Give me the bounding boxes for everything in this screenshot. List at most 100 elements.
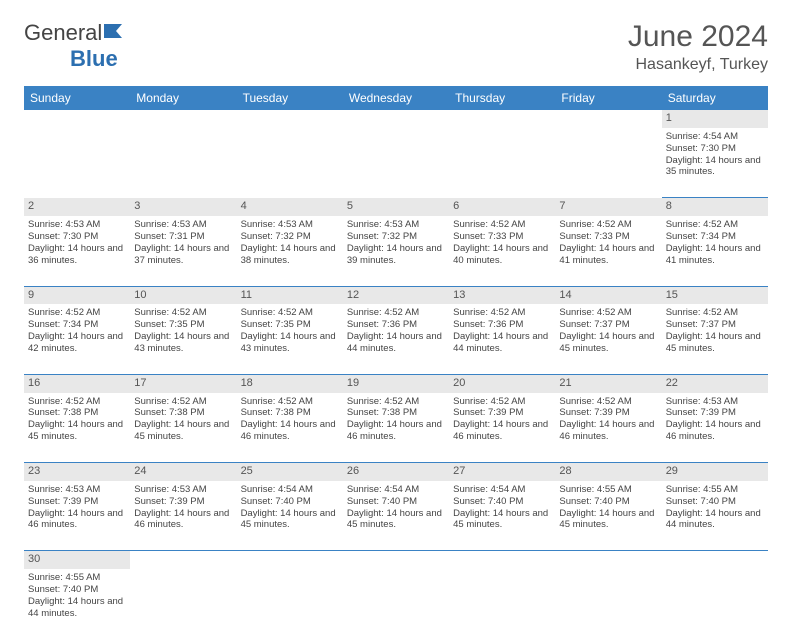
sunrise-text: Sunrise: 4:52 AM: [559, 307, 657, 319]
day-cell: [24, 128, 130, 198]
sunrise-text: Sunrise: 4:54 AM: [241, 484, 339, 496]
week-row: Sunrise: 4:55 AMSunset: 7:40 PMDaylight:…: [24, 569, 768, 639]
day-cell: Sunrise: 4:55 AMSunset: 7:40 PMDaylight:…: [662, 481, 768, 551]
daylight-text: Daylight: 14 hours and 46 minutes.: [559, 419, 657, 443]
sunrise-text: Sunrise: 4:52 AM: [453, 219, 551, 231]
daylight-text: Daylight: 14 hours and 46 minutes.: [28, 508, 126, 532]
daylight-text: Daylight: 14 hours and 36 minutes.: [28, 243, 126, 267]
daylight-text: Daylight: 14 hours and 39 minutes.: [347, 243, 445, 267]
daynum-row: 9101112131415: [24, 286, 768, 304]
day-cell: [449, 569, 555, 639]
day-cell: Sunrise: 4:52 AMSunset: 7:38 PMDaylight:…: [237, 393, 343, 463]
day-cell: Sunrise: 4:52 AMSunset: 7:39 PMDaylight:…: [555, 393, 661, 463]
day-cell: Sunrise: 4:53 AMSunset: 7:39 PMDaylight:…: [662, 393, 768, 463]
sunrise-text: Sunrise: 4:53 AM: [241, 219, 339, 231]
sunset-text: Sunset: 7:39 PM: [453, 407, 551, 419]
day-number: 10: [130, 286, 236, 304]
daylight-text: Daylight: 14 hours and 45 minutes.: [347, 508, 445, 532]
day-cell: Sunrise: 4:53 AMSunset: 7:39 PMDaylight:…: [24, 481, 130, 551]
day-cell: Sunrise: 4:52 AMSunset: 7:37 PMDaylight:…: [555, 304, 661, 374]
sunset-text: Sunset: 7:35 PM: [134, 319, 232, 331]
week-row: Sunrise: 4:52 AMSunset: 7:38 PMDaylight:…: [24, 393, 768, 463]
sunrise-text: Sunrise: 4:52 AM: [347, 307, 445, 319]
sunrise-text: Sunrise: 4:55 AM: [28, 572, 126, 584]
sunset-text: Sunset: 7:31 PM: [134, 231, 232, 243]
day-cell: Sunrise: 4:53 AMSunset: 7:32 PMDaylight:…: [343, 216, 449, 286]
day-cell: [237, 128, 343, 198]
day-number: 7: [555, 198, 661, 216]
sunrise-text: Sunrise: 4:54 AM: [666, 131, 764, 143]
sunset-text: Sunset: 7:33 PM: [559, 231, 657, 243]
day-cell: Sunrise: 4:54 AMSunset: 7:30 PMDaylight:…: [662, 128, 768, 198]
day-cell: [343, 569, 449, 639]
dayname-wed: Wednesday: [343, 86, 449, 110]
sunset-text: Sunset: 7:33 PM: [453, 231, 551, 243]
week-row: Sunrise: 4:53 AMSunset: 7:30 PMDaylight:…: [24, 216, 768, 286]
day-cell: Sunrise: 4:55 AMSunset: 7:40 PMDaylight:…: [555, 481, 661, 551]
daylight-text: Daylight: 14 hours and 35 minutes.: [666, 155, 764, 179]
sunrise-text: Sunrise: 4:52 AM: [666, 219, 764, 231]
day-number: [343, 551, 449, 569]
location-label: Hasankeyf, Turkey: [628, 56, 768, 74]
sunrise-text: Sunrise: 4:52 AM: [28, 396, 126, 408]
daylight-text: Daylight: 14 hours and 45 minutes.: [559, 331, 657, 355]
sunrise-text: Sunrise: 4:53 AM: [134, 484, 232, 496]
day-number: 30: [24, 551, 130, 569]
day-number: [555, 110, 661, 128]
sunrise-text: Sunrise: 4:52 AM: [134, 307, 232, 319]
sunset-text: Sunset: 7:39 PM: [666, 407, 764, 419]
daylight-text: Daylight: 14 hours and 44 minutes.: [347, 331, 445, 355]
day-number: 2: [24, 198, 130, 216]
daylight-text: Daylight: 14 hours and 45 minutes.: [453, 508, 551, 532]
daynum-row: 30: [24, 551, 768, 569]
day-number: 22: [662, 374, 768, 392]
sunset-text: Sunset: 7:32 PM: [241, 231, 339, 243]
sunrise-text: Sunrise: 4:52 AM: [28, 307, 126, 319]
day-number: 17: [130, 374, 236, 392]
day-number: [130, 110, 236, 128]
day-cell: Sunrise: 4:52 AMSunset: 7:33 PMDaylight:…: [449, 216, 555, 286]
day-number: [130, 551, 236, 569]
day-number: 26: [343, 463, 449, 481]
day-cell: Sunrise: 4:52 AMSunset: 7:38 PMDaylight:…: [130, 393, 236, 463]
sunset-text: Sunset: 7:30 PM: [666, 143, 764, 155]
day-number: 6: [449, 198, 555, 216]
day-number: [449, 110, 555, 128]
daylight-text: Daylight: 14 hours and 38 minutes.: [241, 243, 339, 267]
day-cell: Sunrise: 4:52 AMSunset: 7:34 PMDaylight:…: [662, 216, 768, 286]
sunrise-text: Sunrise: 4:54 AM: [347, 484, 445, 496]
dayname-row: Sunday Monday Tuesday Wednesday Thursday…: [24, 86, 768, 110]
sunset-text: Sunset: 7:40 PM: [453, 496, 551, 508]
sunset-text: Sunset: 7:38 PM: [347, 407, 445, 419]
day-number: 1: [662, 110, 768, 128]
day-number: 21: [555, 374, 661, 392]
daylight-text: Daylight: 14 hours and 45 minutes.: [559, 508, 657, 532]
day-number: 13: [449, 286, 555, 304]
daylight-text: Daylight: 14 hours and 45 minutes.: [28, 419, 126, 443]
day-number: [237, 110, 343, 128]
sunset-text: Sunset: 7:40 PM: [28, 584, 126, 596]
day-cell: Sunrise: 4:54 AMSunset: 7:40 PMDaylight:…: [237, 481, 343, 551]
sunset-text: Sunset: 7:34 PM: [666, 231, 764, 243]
day-cell: Sunrise: 4:52 AMSunset: 7:36 PMDaylight:…: [343, 304, 449, 374]
day-number: 5: [343, 198, 449, 216]
day-number: 14: [555, 286, 661, 304]
day-cell: [662, 569, 768, 639]
daylight-text: Daylight: 14 hours and 41 minutes.: [666, 243, 764, 267]
sunset-text: Sunset: 7:37 PM: [559, 319, 657, 331]
day-cell: Sunrise: 4:52 AMSunset: 7:38 PMDaylight:…: [24, 393, 130, 463]
sunrise-text: Sunrise: 4:52 AM: [453, 396, 551, 408]
sunset-text: Sunset: 7:38 PM: [28, 407, 126, 419]
week-row: Sunrise: 4:53 AMSunset: 7:39 PMDaylight:…: [24, 481, 768, 551]
sunset-text: Sunset: 7:36 PM: [347, 319, 445, 331]
sunrise-text: Sunrise: 4:52 AM: [347, 396, 445, 408]
dayname-sat: Saturday: [662, 86, 768, 110]
day-cell: [343, 128, 449, 198]
sunset-text: Sunset: 7:37 PM: [666, 319, 764, 331]
day-number: 28: [555, 463, 661, 481]
sunrise-text: Sunrise: 4:52 AM: [666, 307, 764, 319]
day-cell: Sunrise: 4:52 AMSunset: 7:39 PMDaylight:…: [449, 393, 555, 463]
day-cell: Sunrise: 4:52 AMSunset: 7:34 PMDaylight:…: [24, 304, 130, 374]
header-right: June 2024 Hasankeyf, Turkey: [628, 20, 768, 74]
day-number: 4: [237, 198, 343, 216]
